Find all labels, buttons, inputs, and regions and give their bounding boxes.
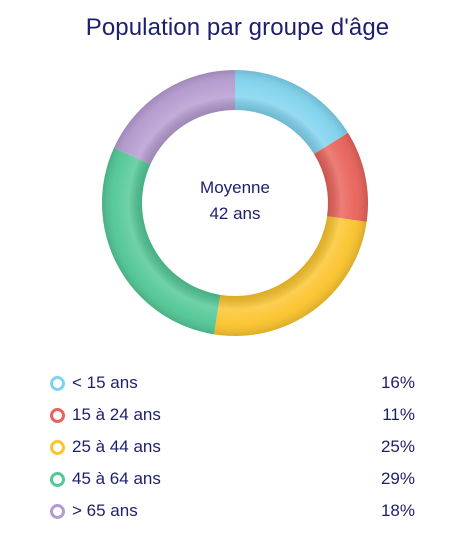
center-label-value: 42 ans xyxy=(209,204,261,223)
legend-marker-icon xyxy=(50,504,65,519)
legend-marker-icon xyxy=(50,472,65,487)
legend-label: > 65 ans xyxy=(72,501,138,520)
legend-item[interactable]: < 15 ans 16% xyxy=(50,370,415,402)
legend-label: 25 à 44 ans xyxy=(72,437,161,456)
legend-value: 16% xyxy=(380,373,415,392)
legend-label: < 15 ans xyxy=(72,373,138,392)
ring-shading xyxy=(102,70,368,336)
legend-item[interactable]: > 65 ans 18% xyxy=(50,498,415,530)
legend-value: 18% xyxy=(380,501,415,520)
chart-title: Population par groupe d'âge xyxy=(85,14,390,41)
legend-marker-icon xyxy=(50,440,65,455)
legend-marker-icon xyxy=(50,408,65,423)
legend-value: 25% xyxy=(380,437,415,456)
legend: < 15 ans 16% 15 à 24 ans 11% 25 à 44 ans 25% 4… xyxy=(50,370,415,530)
legend-label: 45 à 64 ans xyxy=(72,469,161,488)
legend-value: 29% xyxy=(380,469,415,488)
donut-chart xyxy=(101,69,368,336)
legend-value: 11% xyxy=(382,405,415,424)
legend-item[interactable]: 15 à 24 ans 11% xyxy=(50,402,415,434)
legend-marker-icon xyxy=(50,376,65,391)
legend-label: 15 à 24 ans xyxy=(72,405,161,424)
center-label-title: Moyenne xyxy=(200,178,270,197)
legend-item[interactable]: 25 à 44 ans 25% xyxy=(50,434,415,466)
legend-item[interactable]: 45 à 64 ans 29% xyxy=(50,466,415,498)
